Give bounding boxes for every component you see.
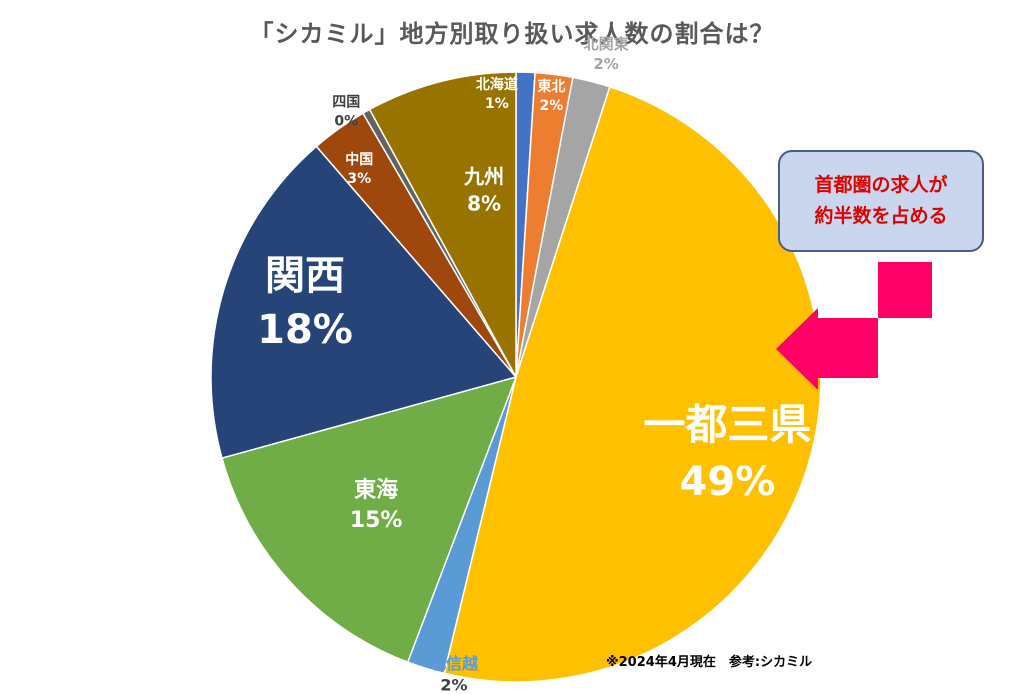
pie-slice-9 <box>368 71 517 378</box>
pie-slice-5 <box>221 375 518 664</box>
slice-value-8: 0% <box>334 114 358 130</box>
pie-slices <box>210 71 822 683</box>
slice-label-2: 北関東 <box>584 35 629 53</box>
slice-value-9: 8% <box>467 191 501 215</box>
callout-line-2: 約半数を占める <box>814 205 948 227</box>
slice-value-0: 1% <box>485 96 509 112</box>
pie-slice-3 <box>443 85 822 683</box>
slice-label-9: 九州 <box>463 164 504 188</box>
slice-value-2: 2% <box>593 55 618 73</box>
slice-label-7: 中国 <box>345 151 373 168</box>
pie-labels: 北海道 1% 東北 2% 北関東 2% 一都三県 49% 北信越 2% 東海 15% 関西 18% 中国 3%… <box>257 35 811 694</box>
callout-box: 首都圏の求人が 約半数を占める <box>778 150 984 252</box>
callout-line-1: 首都圏の求人が <box>814 174 948 196</box>
slice-label-8: 四国 <box>332 95 360 111</box>
slice-value-6: 18% <box>257 307 353 353</box>
callout-arrow <box>776 262 932 390</box>
pie-slice-6 <box>210 145 518 460</box>
footnote: ※2024年4月現在 参考:シカミル <box>606 655 813 670</box>
slice-value-7: 3% <box>347 171 371 187</box>
slice-label-1: 東北 <box>537 78 565 95</box>
chart-title: 「シカミル」地方別取り扱い求人数の割合は？ <box>249 20 775 48</box>
slice-value-5: 15% <box>350 508 403 533</box>
slice-label-5: 東海 <box>354 477 398 503</box>
slice-label-6: 関西 <box>265 253 345 299</box>
slice-label-4: 北信越 <box>430 654 479 673</box>
slice-value-1: 2% <box>540 98 564 114</box>
slice-value-3: 49% <box>680 459 776 505</box>
slice-value-4: 2% <box>440 676 467 694</box>
slice-label-0: 北海道 <box>476 76 518 93</box>
slice-label-3: 一都三県 <box>643 400 811 449</box>
